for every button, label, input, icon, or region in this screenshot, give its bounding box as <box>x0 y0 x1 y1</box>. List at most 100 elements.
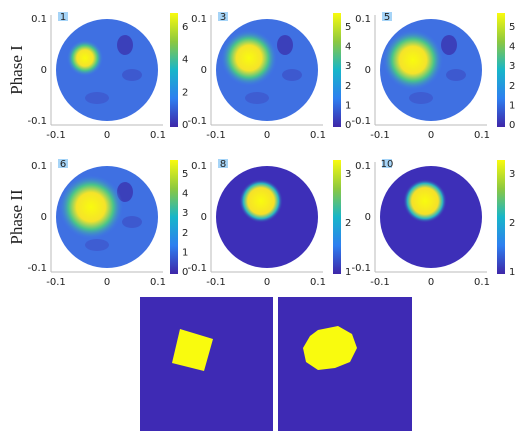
y-tick-label: 0 <box>41 65 47 76</box>
badge-label: 10 <box>381 159 394 170</box>
x-tick-label: 0.1 <box>150 130 166 141</box>
colorbar-tick-label: 2 <box>509 81 515 92</box>
x-tick-label: 0.1 <box>310 277 326 288</box>
colorbar <box>333 160 341 274</box>
colorbar-tick-label: 3 <box>509 169 515 180</box>
y-tick-label: 0.1 <box>355 14 371 25</box>
artifact <box>446 69 466 81</box>
inclusion <box>239 179 283 223</box>
y-tick-label: -0.1 <box>351 263 371 274</box>
colorbar-tick-label: 4 <box>182 55 188 66</box>
artifact <box>117 35 133 55</box>
artifact <box>282 69 302 81</box>
y-tick-label: 0 <box>201 212 207 223</box>
x-tick-label: 0 <box>428 130 434 141</box>
x-tick-label: -0.1 <box>206 277 226 288</box>
result-shape <box>303 326 357 370</box>
reconstruction <box>56 19 158 121</box>
colorbar-tick-label: 4 <box>182 189 188 200</box>
x-tick-label: -0.1 <box>370 130 390 141</box>
colorbar <box>333 13 341 127</box>
artifact <box>122 216 142 228</box>
y-tick-label: 0.1 <box>31 14 47 25</box>
truth-image <box>140 297 273 431</box>
y-tick-label: 0 <box>201 65 207 76</box>
y-tick-label: -0.1 <box>27 116 47 127</box>
y-tick-label: 0 <box>365 212 371 223</box>
colorbar-tick-label: 1 <box>345 267 351 278</box>
x-tick-label: 0 <box>264 277 270 288</box>
x-tick-label: -0.1 <box>46 130 66 141</box>
row-label: Phase I <box>7 45 26 95</box>
y-tick-label: 0 <box>41 212 47 223</box>
colorbar <box>170 13 178 127</box>
y-tick-label: -0.1 <box>187 263 207 274</box>
artifact <box>85 92 109 104</box>
colorbar-tick-label: 6 <box>182 22 188 33</box>
colorbar-tick-label: 4 <box>345 42 351 53</box>
colorbar-tick-label: 0 <box>509 120 515 131</box>
badge <box>382 159 392 168</box>
colorbar-tick-label: 3 <box>182 208 188 219</box>
colorbar-tick-label: 0 <box>345 120 351 131</box>
colorbar <box>170 160 178 274</box>
colorbar-tick-label: 5 <box>345 22 351 33</box>
badge <box>218 159 228 168</box>
colorbar-tick-label: 1 <box>509 267 515 278</box>
y-tick-label: 0.1 <box>31 161 47 172</box>
badge-label: 1 <box>60 12 66 23</box>
badge-label: 8 <box>220 159 226 170</box>
badge <box>382 12 392 21</box>
colorbar-tick-label: 0 <box>182 120 188 131</box>
inclusion <box>67 40 103 76</box>
artifact <box>85 239 109 251</box>
inclusion <box>221 30 277 86</box>
colorbar-tick-label: 5 <box>509 22 515 33</box>
row-label: Phase II <box>7 189 26 245</box>
colorbar-tick-label: 3 <box>345 169 351 180</box>
colorbar-tick-label: 4 <box>509 42 515 53</box>
x-tick-label: 0 <box>264 130 270 141</box>
artifact <box>277 35 293 55</box>
x-tick-label: 0.1 <box>474 277 490 288</box>
x-tick-label: 0 <box>428 277 434 288</box>
colorbar <box>497 13 505 127</box>
y-tick-label: 0.1 <box>355 161 371 172</box>
x-tick-label: 0.1 <box>310 130 326 141</box>
x-tick-label: 0 <box>104 130 110 141</box>
badge <box>218 12 228 21</box>
colorbar-tick-label: 2 <box>509 218 515 229</box>
inclusion <box>403 179 447 223</box>
colorbar-tick-label: 0 <box>182 267 188 278</box>
x-tick-label: -0.1 <box>46 277 66 288</box>
artifact <box>409 92 433 104</box>
artifact <box>245 92 269 104</box>
badge-label: 5 <box>384 12 390 23</box>
colorbar-tick-label: 2 <box>182 87 188 98</box>
badge-label: 3 <box>220 12 226 23</box>
x-tick-label: 0 <box>104 277 110 288</box>
truth-shape <box>172 329 213 371</box>
y-tick-label: 0.1 <box>191 161 207 172</box>
inclusion <box>59 175 123 239</box>
badge <box>58 12 68 21</box>
x-tick-label: 0.1 <box>474 130 490 141</box>
badge <box>58 159 68 168</box>
y-tick-label: -0.1 <box>351 116 371 127</box>
x-tick-label: -0.1 <box>370 277 390 288</box>
y-tick-label: -0.1 <box>27 263 47 274</box>
colorbar-tick-label: 3 <box>345 61 351 72</box>
x-tick-label: -0.1 <box>206 130 226 141</box>
colorbar-tick-label: 1 <box>345 100 351 111</box>
badge-label: 6 <box>60 159 66 170</box>
colorbar-tick-label: 2 <box>345 218 351 229</box>
colorbar <box>497 160 505 274</box>
colorbar-tick-label: 5 <box>182 169 188 180</box>
artifact <box>122 69 142 81</box>
x-tick-label: 0.1 <box>150 277 166 288</box>
artifact <box>441 35 457 55</box>
y-tick-label: -0.1 <box>187 116 207 127</box>
y-tick-label: 0.1 <box>191 14 207 25</box>
